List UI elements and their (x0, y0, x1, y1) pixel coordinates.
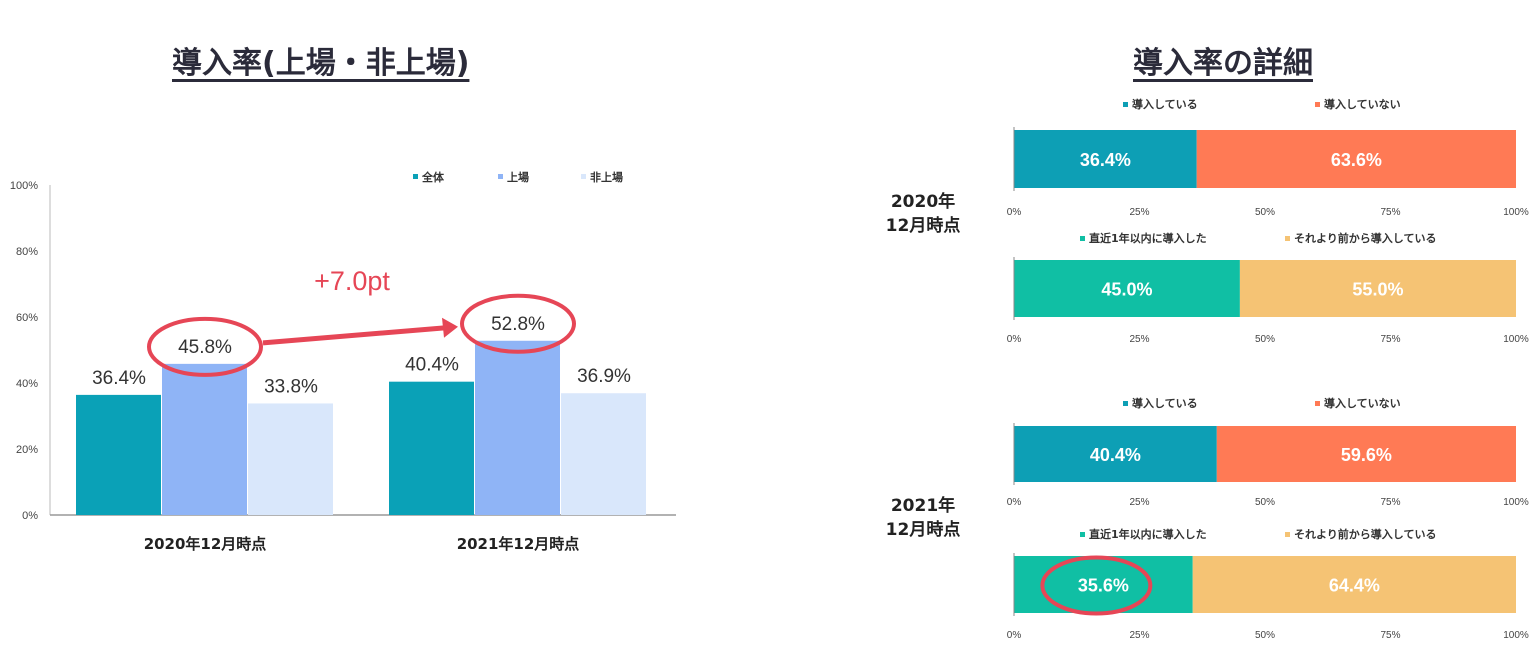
bar-segment (1216, 426, 1516, 482)
x-tick-label: 25% (1129, 497, 1149, 508)
legend-swatch (498, 174, 503, 179)
increase-arrow-head (442, 317, 458, 338)
group-label-line: 12月時点 (885, 520, 961, 540)
segment-value-label: 63.6% (1331, 150, 1382, 170)
legend-label: 導入していない (1324, 97, 1401, 111)
bar-segment (1014, 260, 1240, 317)
group-label-line: 2020年 (890, 192, 956, 212)
legend-swatch (413, 174, 418, 179)
legend-label: 導入している (1132, 97, 1198, 111)
bar-value-label: 45.8% (178, 337, 232, 358)
bar (475, 340, 560, 515)
legend-label: 非上場 (590, 170, 623, 184)
y-tick-label: 60% (16, 312, 38, 324)
x-tick-label: 50% (1255, 207, 1275, 218)
legend-label: 直近1年以内に導入した (1089, 527, 1207, 541)
x-tick-label: 75% (1380, 497, 1400, 508)
y-tick-label: 40% (16, 378, 38, 390)
legend-label: 全体 (421, 170, 445, 184)
bar-value-label: 33.8% (264, 376, 318, 397)
bar-segment (1192, 556, 1516, 613)
x-tick-label: 100% (1503, 497, 1529, 508)
y-tick-label: 20% (16, 444, 38, 456)
legend-swatch (1315, 401, 1320, 406)
bar-value-label: 36.4% (92, 368, 146, 389)
segment-value-label: 64.4% (1329, 576, 1380, 596)
segment-value-label: 36.4% (1080, 150, 1131, 170)
legend-label: 導入している (1132, 396, 1198, 410)
y-tick-label: 100% (10, 180, 38, 192)
segment-value-label: 35.6% (1078, 576, 1129, 596)
segment-value-label: 40.4% (1090, 445, 1141, 465)
group-label-line: 12月時点 (885, 216, 961, 236)
x-tick-label: 25% (1129, 334, 1149, 345)
x-tick-label: 50% (1255, 630, 1275, 641)
x-tick-label: 0% (1007, 630, 1022, 641)
bar-value-label: 40.4% (405, 355, 459, 376)
bar (561, 393, 646, 515)
x-tick-label: 50% (1255, 497, 1275, 508)
y-tick-label: 0% (22, 510, 38, 522)
bar-segment (1014, 130, 1197, 188)
legend-swatch (1285, 236, 1290, 241)
bar (248, 403, 333, 515)
y-tick-label: 80% (16, 246, 38, 258)
x-tick-label: 100% (1503, 207, 1529, 218)
bar (162, 363, 247, 515)
bar-value-label: 36.9% (577, 366, 631, 387)
grouped-bar-chart: 0% 20% 40% 60% 80% 100% 36.4% 45.8% 33.8% 2020年12… (10, 170, 676, 553)
x-tick-label: 2020年12月時点 (144, 535, 267, 553)
x-tick-label: 25% (1129, 630, 1149, 641)
highlight-circle (1040, 555, 1153, 616)
legend-swatch (1315, 102, 1320, 107)
x-tick-label: 100% (1503, 630, 1529, 641)
segment-value-label: 55.0% (1352, 280, 1403, 300)
x-tick-label: 0% (1007, 207, 1022, 218)
x-tick-label: 0% (1007, 334, 1022, 345)
segment-value-label: 45.0% (1101, 280, 1152, 300)
bar (76, 394, 161, 515)
group-label-2021: 2021年 12月時点 (868, 494, 978, 542)
bar-segment (1239, 260, 1516, 317)
legend-label: それより前から導入している (1294, 527, 1436, 541)
highlight-circle (147, 316, 263, 377)
x-tick-label: 75% (1380, 334, 1400, 345)
x-tick-label: 100% (1503, 334, 1529, 345)
legend-swatch (1123, 401, 1128, 406)
legend-swatch (1080, 236, 1085, 241)
increase-arrow-shaft (262, 325, 447, 346)
legend-swatch (581, 174, 586, 179)
legend-label: 直近1年以内に導入した (1089, 231, 1207, 245)
x-tick-label: 25% (1129, 207, 1149, 218)
x-tick-label: 50% (1255, 334, 1275, 345)
legend-swatch (1080, 532, 1085, 537)
x-tick-label: 75% (1380, 630, 1400, 641)
segment-value-label: 59.6% (1341, 445, 1392, 465)
bar (389, 381, 474, 515)
bar-segment (1196, 130, 1516, 188)
bar-value-label: 52.8% (491, 314, 545, 335)
group-label-2020: 2020年 12月時点 (868, 190, 978, 238)
x-tick-label: 2021年12月時点 (457, 535, 580, 553)
right-chart-title: 導入率の詳細 (1133, 46, 1313, 81)
increase-annotation: +7.0pt (314, 266, 390, 296)
legend-swatch (1123, 102, 1128, 107)
legend-label: 導入していない (1324, 396, 1401, 410)
legend-label: 上場 (507, 170, 529, 184)
group-label-line: 2021年 (890, 496, 956, 516)
legend-label: それより前から導入している (1294, 231, 1436, 245)
highlight-circle (460, 293, 576, 354)
x-tick-label: 75% (1380, 207, 1400, 218)
x-tick-label: 0% (1007, 497, 1022, 508)
legend-swatch (1285, 532, 1290, 537)
bar-segment (1014, 426, 1217, 482)
left-chart-title: 導入率(上場・非上場) (172, 46, 470, 81)
